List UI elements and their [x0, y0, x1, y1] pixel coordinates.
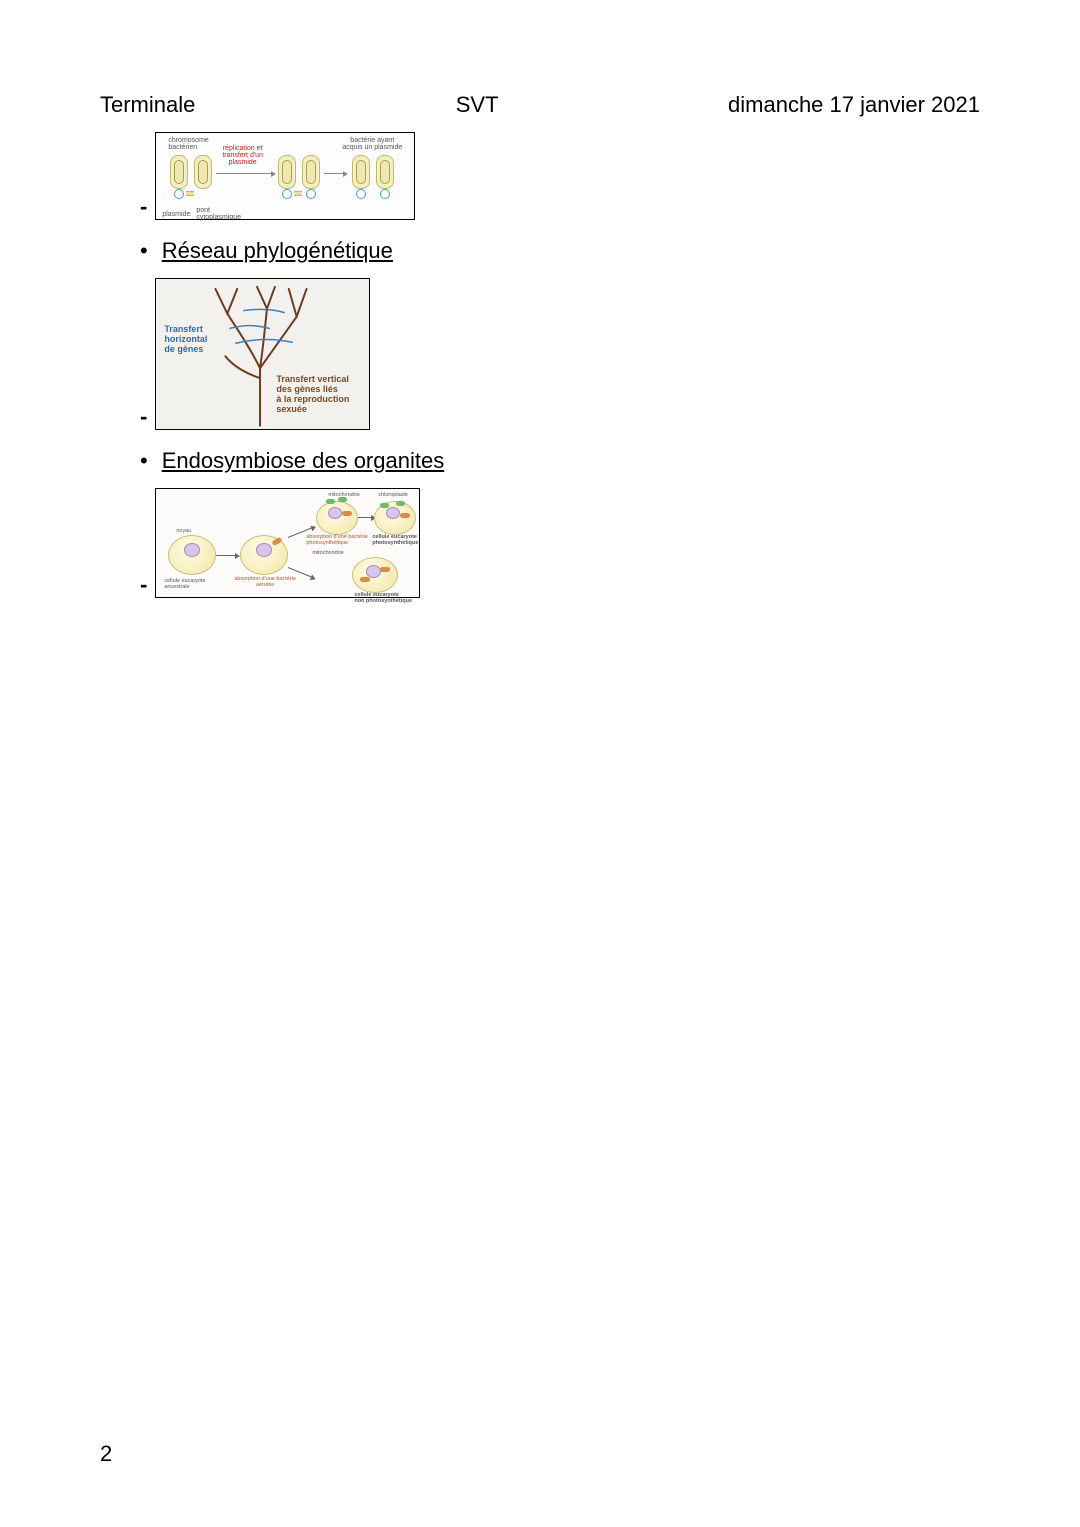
label-vertical-transfer: Transfert vertical des gènes liés à la r…	[276, 375, 349, 415]
label-noyau: noyau	[176, 529, 191, 535]
bullet-label: Endosymbiose des organites	[162, 448, 445, 474]
bullet-label: Réseau phylogénétique	[162, 238, 393, 264]
figure2-wrap: -	[140, 278, 980, 430]
label-bridge: pont cytoplasmique	[196, 207, 241, 221]
label-plasmid: plasmide	[162, 211, 190, 218]
label-chloroplaste: chloroplaste	[378, 493, 408, 499]
label-non-photo-cell: cellule eucaryote non photosynthétique	[354, 593, 412, 604]
figure-endosymbiosis: noyau cellule eucaryote ancestrale absor…	[155, 488, 420, 598]
label-chromosome: chromosome bactérien	[168, 137, 208, 151]
label-replication: réplication et transfert d'un plasmide	[222, 145, 263, 166]
list-dash: -	[140, 196, 147, 218]
figure-conjugation: chromosome bactérien réplication et tran…	[155, 132, 415, 220]
label-mitochondrie2: mitochondrie	[312, 551, 344, 557]
page-number: 2	[100, 1441, 112, 1467]
list-dash: -	[140, 574, 147, 596]
label-mitochondrie: mitochondrie	[328, 493, 360, 499]
label-ancestral: cellule eucaryote ancestrale	[164, 579, 205, 590]
page-content: - chromosome bactérien réplication et tr…	[140, 132, 980, 598]
bullet-endosymbiose: • Endosymbiose des organites	[140, 448, 980, 474]
label-absorb-photo: absorption d'une bactérie photosynthétiq…	[306, 535, 368, 546]
label-horizontal-transfer: Transfert horizontal de gènes	[164, 325, 207, 355]
label-acquired: bactérie ayant acquis un plasmide	[342, 137, 402, 151]
figure1-wrap: - chromosome bactérien réplication et tr…	[140, 132, 980, 220]
bullet-dot-icon: •	[140, 448, 148, 474]
label-photo-cell: cellule eucaryote photosynthétique	[372, 535, 418, 546]
document-page: Terminale SVT dimanche 17 janvier 2021 -…	[0, 0, 1080, 1527]
header-right: dimanche 17 janvier 2021	[603, 92, 980, 118]
list-dash: -	[140, 406, 147, 428]
header-left: Terminale	[100, 92, 351, 118]
figure-phylo-network: Transfert horizontal de gènes Transfert …	[155, 278, 370, 430]
bullet-dot-icon: •	[140, 238, 148, 264]
bullet-reseau: • Réseau phylogénétique	[140, 238, 980, 264]
header-center: SVT	[351, 92, 602, 118]
label-absorb-aerobie: absorption d'une bactérie aérobie	[234, 577, 296, 588]
figure3-wrap: - noyau cellule eucaryote ancestrale abs…	[140, 488, 980, 598]
page-header: Terminale SVT dimanche 17 janvier 2021	[100, 92, 980, 118]
